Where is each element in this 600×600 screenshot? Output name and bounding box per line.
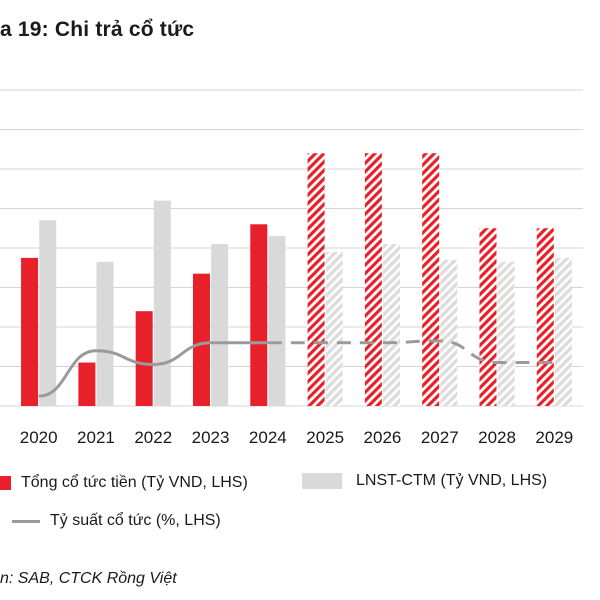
npat-bar-2022 — [153, 200, 171, 406]
x-tick-label: 2026 — [364, 428, 402, 447]
npat-bar-2029 — [554, 257, 572, 406]
npat-bar-2023 — [211, 244, 229, 406]
npat-bar-2026 — [383, 244, 401, 406]
cash-dividend-bar-2021 — [78, 362, 96, 406]
npat-bar-2027 — [440, 259, 458, 406]
cash-dividend-bar-2023 — [192, 273, 210, 406]
legend-swatch-grey — [302, 473, 342, 489]
cash-dividend-bar-2028 — [479, 228, 497, 406]
legend-label-cash-dividend: Tổng cổ tức tiền (Tỷ VND, LHS) — [21, 474, 248, 491]
npat-bar-2020 — [39, 220, 57, 406]
cash-dividend-bar-2025 — [307, 153, 325, 406]
cash-dividend-bars — [21, 153, 554, 406]
x-tick-labels: 2020 2021 2022 2023 2024 2025 2026 2027 2028 2029 — [20, 428, 574, 447]
npat-bars — [39, 200, 572, 406]
npat-bar-2021 — [96, 261, 114, 406]
legend-item-yield: Tỷ suất cổ tức (%, LHS) — [12, 512, 221, 530]
npat-bar-2025 — [325, 251, 343, 406]
legend-item-cash-dividend: Tổng cổ tức tiền (Tỷ VND, LHS) — [0, 474, 248, 492]
cash-dividend-bar-2027 — [422, 153, 440, 406]
x-tick-label: 2029 — [535, 428, 573, 447]
x-tick-label: 2025 — [306, 428, 344, 447]
npat-bar-2028 — [497, 261, 515, 406]
legend-label-yield: Tỷ suất cổ tức (%, LHS) — [50, 512, 221, 529]
legend-item-npat: LNST-CTM (Tỷ VND, LHS) — [302, 472, 547, 490]
x-tick-label: 2028 — [478, 428, 516, 447]
npat-bar-2024 — [268, 236, 286, 406]
cash-dividend-bar-2022 — [135, 311, 153, 406]
x-tick-label: 2020 — [20, 428, 58, 447]
cash-dividend-bar-2029 — [536, 228, 554, 406]
x-tick-label: 2021 — [77, 428, 115, 447]
yield-line-forecast — [267, 339, 555, 365]
x-tick-label: 2023 — [192, 428, 230, 447]
x-tick-label: 2022 — [134, 428, 172, 447]
source-note: n: SAB, CTCK Rồng Việt — [0, 570, 177, 587]
x-tick-label: 2024 — [249, 428, 287, 447]
legend-label-npat: LNST-CTM (Tỷ VND, LHS) — [356, 472, 548, 489]
cash-dividend-bar-2020 — [21, 257, 39, 406]
dividend-yield-line — [38, 339, 555, 398]
yield-line-actual — [38, 341, 268, 398]
chart-title: a 19: Chi trả cổ tức — [0, 18, 195, 41]
cash-dividend-bar-2024 — [250, 224, 268, 406]
legend-swatch-red — [0, 476, 11, 490]
x-tick-label: 2027 — [421, 428, 459, 447]
legend-swatch-line — [12, 519, 40, 523]
cash-dividend-bar-2026 — [364, 153, 382, 406]
